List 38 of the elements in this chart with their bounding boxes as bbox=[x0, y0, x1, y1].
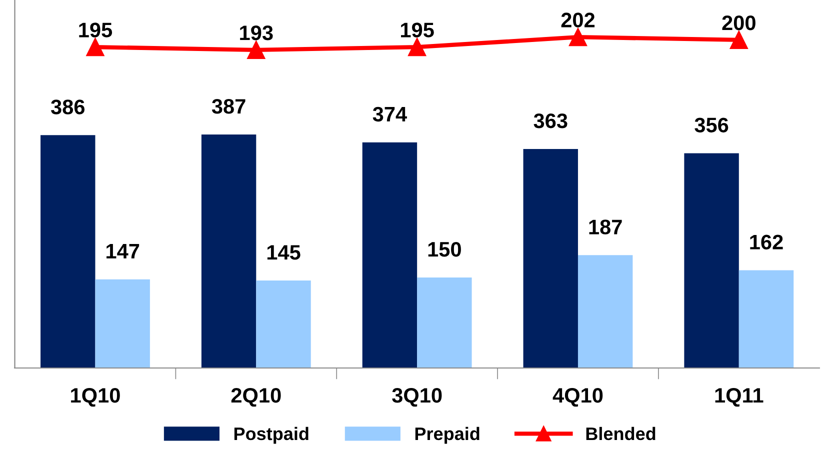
data-label: 150 bbox=[428, 242, 461, 257]
point bbox=[86, 38, 104, 56]
bar bbox=[201, 134, 256, 368]
data-label: 195 bbox=[401, 22, 434, 38]
bar bbox=[40, 135, 96, 368]
bar bbox=[417, 278, 472, 368]
legend-label: Postpaid bbox=[234, 426, 308, 444]
data-label: 187 bbox=[589, 220, 622, 234]
x-tick-label: 1Q11 bbox=[715, 388, 764, 407]
bar bbox=[95, 279, 150, 368]
bar bbox=[362, 142, 418, 368]
x-tick-label: 3Q10 bbox=[392, 388, 442, 407]
data-label: 386 bbox=[50, 100, 85, 114]
x-tick-label: 1Q10 bbox=[71, 388, 120, 407]
bar bbox=[256, 280, 311, 368]
point bbox=[568, 28, 588, 46]
legend-label: Prepaid bbox=[415, 426, 480, 444]
point bbox=[247, 40, 266, 59]
data-label: 387 bbox=[212, 98, 246, 114]
data-label: 147 bbox=[106, 244, 140, 258]
data-label: 200 bbox=[722, 16, 756, 30]
data-label: 195 bbox=[79, 22, 112, 38]
data-label: 145 bbox=[267, 245, 300, 260]
bar bbox=[684, 153, 739, 368]
point bbox=[408, 38, 426, 56]
bar bbox=[523, 149, 578, 368]
point bbox=[730, 30, 748, 49]
x-tick-label: 2Q10 bbox=[231, 388, 281, 407]
bar bbox=[578, 255, 633, 368]
data-label: 202 bbox=[561, 12, 595, 28]
data-label: 374 bbox=[372, 106, 407, 122]
data-label: 193 bbox=[240, 25, 273, 40]
bar bbox=[738, 270, 794, 368]
legend-label: Blended bbox=[586, 426, 656, 440]
data-label: 363 bbox=[534, 113, 568, 128]
x-tick-label: 4Q10 bbox=[552, 388, 603, 407]
data-label: 162 bbox=[750, 234, 783, 250]
data-label: 356 bbox=[694, 118, 728, 132]
